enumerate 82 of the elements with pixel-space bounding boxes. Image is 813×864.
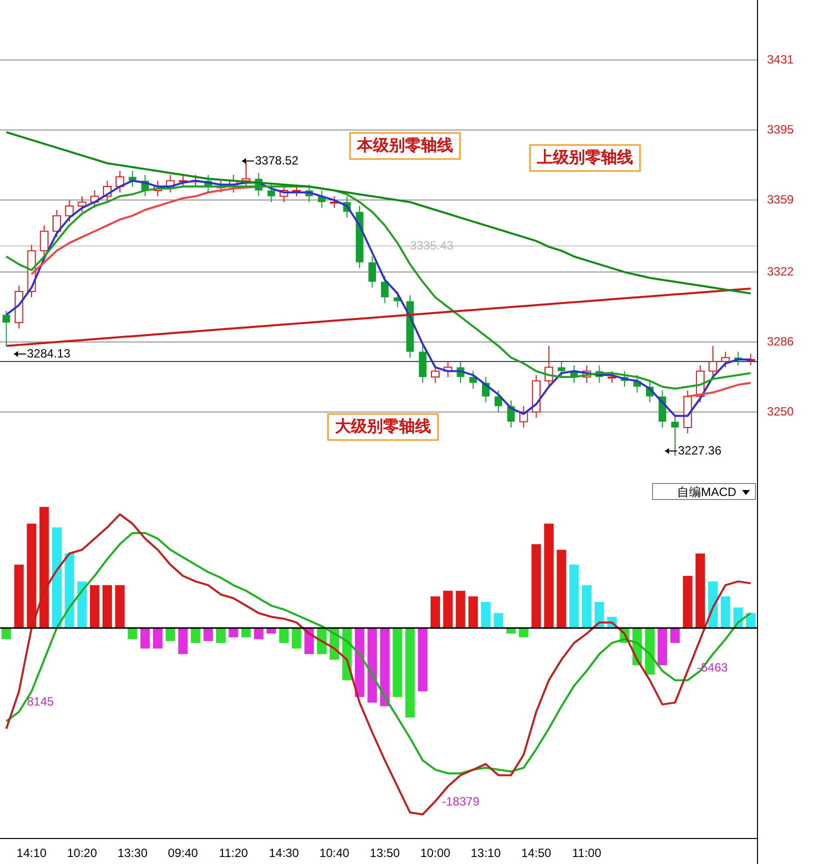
bar	[166, 628, 176, 642]
bar	[292, 628, 302, 649]
annotation: 8145	[27, 694, 54, 708]
candlestick	[267, 184, 276, 203]
bar	[695, 553, 705, 628]
bar	[405, 628, 415, 718]
bar	[64, 553, 74, 628]
candlestick	[507, 400, 515, 428]
x-tick-label: 10:20	[66, 846, 98, 860]
bar	[481, 602, 490, 628]
y-tick-label: 3359	[767, 192, 794, 206]
bar	[556, 550, 566, 628]
y-tick-label: 3322	[767, 264, 794, 278]
bar	[216, 628, 226, 643]
candlestick	[469, 370, 477, 390]
x-tick-label: 13:50	[370, 846, 400, 860]
bar	[645, 628, 654, 675]
bar	[682, 576, 692, 628]
dropdown-menu: 自编MACD	[652, 483, 756, 500]
candlestick	[381, 275, 389, 304]
y-tick-label: 3431	[767, 52, 794, 67]
bar	[115, 585, 125, 628]
bar	[279, 628, 289, 643]
bar	[14, 564, 24, 628]
bar	[569, 564, 579, 628]
x-tick-label: 11:20	[218, 846, 248, 860]
x-tick-label: 13:30	[117, 846, 148, 860]
bar	[380, 628, 390, 706]
bar	[178, 628, 188, 654]
x-tick-label: 14:50	[521, 846, 552, 860]
annotation: 本级别零轴线	[356, 136, 453, 154]
candlestick	[2, 310, 10, 346]
y-tick-label: 3250	[767, 404, 794, 418]
bar	[128, 628, 138, 640]
x-tick-label: 14:10	[16, 846, 47, 860]
bar	[367, 628, 377, 703]
bar	[241, 628, 251, 638]
bar	[720, 596, 730, 628]
bar	[392, 628, 402, 697]
bar	[518, 628, 528, 638]
bar	[90, 585, 100, 628]
x-tick-label: 10:40	[319, 846, 350, 860]
bar	[746, 613, 756, 628]
bar	[228, 628, 238, 638]
x-tick-label: 11:00	[572, 846, 602, 860]
bar	[494, 613, 504, 628]
bar	[2, 628, 12, 640]
annotation: 3227.36	[678, 443, 722, 458]
x-tick-label: 14:30	[268, 846, 300, 860]
candlestick	[494, 390, 502, 412]
bar	[39, 506, 49, 628]
bar	[531, 544, 541, 628]
annotation: 上级别零轴线	[536, 148, 633, 166]
y-tick-label: 3286	[767, 334, 794, 348]
annotation: 3284.13	[27, 346, 71, 360]
bar	[468, 596, 478, 628]
bar	[203, 628, 213, 642]
bar	[456, 590, 466, 628]
bar	[254, 628, 264, 640]
bar	[430, 596, 440, 628]
annotation: -18379	[442, 794, 480, 808]
x-tick-label: 13:10	[470, 846, 502, 860]
bar	[443, 590, 453, 628]
bar	[190, 628, 200, 643]
bar	[102, 585, 112, 628]
bar	[354, 628, 364, 697]
annotation: 3378.52	[255, 153, 299, 168]
candlestick	[671, 415, 679, 456]
candlestick	[368, 256, 376, 288]
bar	[152, 628, 162, 649]
x-tick-label: 10:00	[420, 846, 451, 860]
bar	[418, 628, 428, 692]
bar	[544, 524, 554, 628]
bar	[140, 628, 150, 649]
bar	[582, 585, 592, 628]
ref-line-label: 3335.43	[410, 238, 454, 252]
bar	[26, 524, 36, 628]
bar	[658, 628, 668, 666]
bar	[52, 527, 62, 628]
y-tick-label: 3395	[767, 122, 794, 137]
annotation: 大级别零轴线	[335, 417, 431, 436]
x-tick-label: 09:40	[168, 846, 198, 860]
